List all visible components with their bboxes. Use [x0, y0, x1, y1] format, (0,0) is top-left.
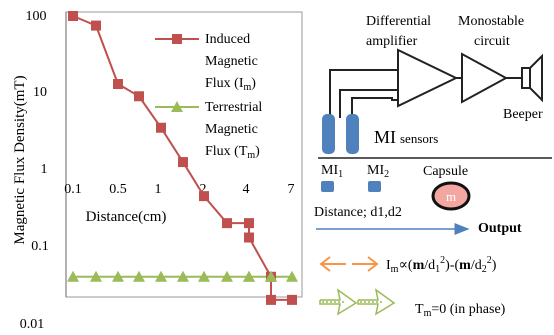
wire-sensor-1 [329, 69, 398, 118]
y-tick-label: 0.01 [20, 317, 45, 332]
data-point-induced [244, 218, 254, 229]
x-tick-label: 0.5 [109, 182, 127, 197]
line-chart: 100 10 1 0.1 0.01 Magnetic Flux Density(… [12, 9, 303, 332]
differential-amplifier-symbol [397, 48, 459, 108]
legend-marker-square [172, 34, 182, 44]
x-tick-label: 2 [200, 182, 207, 197]
mi-sensor-1 [322, 114, 335, 154]
mi-sensor-2 [346, 114, 359, 154]
data-point-induced [91, 20, 101, 31]
mi2-marker [368, 181, 381, 192]
data-point-terrestrial [155, 270, 167, 282]
data-point-induced [156, 122, 166, 133]
mi2-label: MI2 [367, 163, 389, 180]
data-point-terrestrial [198, 270, 210, 282]
data-point-induced [266, 294, 276, 305]
monostable-circuit-symbol [461, 52, 509, 104]
data-point-induced [134, 91, 144, 102]
data-point-induced [178, 157, 188, 168]
data-point-terrestrial [221, 270, 233, 282]
data-point-terrestrial [286, 270, 298, 282]
data-point-terrestrial [177, 270, 189, 282]
data-point-terrestrial [243, 270, 255, 282]
x-tick-label: 7 [288, 182, 295, 197]
y-tick-label: 0.1 [31, 239, 49, 254]
data-point-induced [222, 218, 232, 229]
capsule-m-label: m [446, 189, 456, 204]
output-label: Output [478, 221, 522, 236]
data-point-induced [68, 11, 78, 21]
monostable-circuit-label: Monostable circuit [458, 14, 528, 49]
data-point-induced [244, 232, 254, 243]
capsule-shape [431, 181, 471, 211]
differential-amplifier-label: Differential amplifier [366, 14, 435, 49]
legend-label-terrestrial: Terrestrial Magnetic Flux (Tm) [205, 100, 266, 161]
data-point-terrestrial [67, 270, 79, 282]
legend: Induced Magnetic Flux (Im) Terrestrial M… [155, 32, 266, 161]
legend-marker-triangle [171, 101, 183, 112]
beeper-body [521, 67, 531, 89]
green-arrow-1 [319, 288, 358, 316]
beeper-label: Beeper [503, 107, 543, 122]
data-point-induced [199, 191, 209, 202]
mi1-marker [321, 181, 334, 192]
capsule-label: Capsule [423, 164, 468, 179]
y-tick-label: 1 [41, 162, 48, 177]
in-phase-label: Tm=0 (in phase) [415, 302, 506, 319]
y-tick-label: 10 [33, 85, 47, 100]
data-point-terrestrial [265, 270, 277, 282]
data-point-induced [113, 79, 123, 90]
series-markers-induced [68, 11, 297, 305]
wire-sensor-2 [351, 97, 398, 118]
plot-frame [65, 11, 303, 298]
mi1-label: MI1 [321, 163, 343, 180]
formula-label: Im∝(m/d12)-(m/d22) [386, 255, 497, 275]
wire-sensor-1b [339, 89, 398, 118]
in-phase-arrows [319, 288, 396, 316]
data-point-terrestrial [133, 270, 145, 282]
data-point-terrestrial [90, 270, 102, 282]
x-tick-label: 0.1 [64, 182, 82, 197]
data-point-induced [287, 294, 297, 305]
mi-sensors-label: MI sensors [374, 127, 438, 147]
orange-arrow-right-head [367, 256, 379, 272]
x-tick-label: 1 [155, 182, 162, 197]
data-point-terrestrial [112, 270, 124, 282]
legend-label-induced: Induced Magnetic Flux (Im) [205, 32, 261, 93]
circuit-diagram: Differential amplifier Monostable circui… [314, 14, 552, 319]
y-axis-label: Magnetic Flux Density(mT) [12, 75, 28, 244]
green-arrow-2 [357, 288, 396, 316]
distance-label: Distance; d1,d2 [314, 205, 402, 220]
beeper-cone [529, 53, 543, 103]
series-markers-terrestrial [67, 270, 298, 282]
x-tick-label: 4 [243, 182, 250, 197]
x-axis-label: Distance(cm) [86, 209, 167, 225]
y-tick-label: 100 [26, 9, 47, 24]
